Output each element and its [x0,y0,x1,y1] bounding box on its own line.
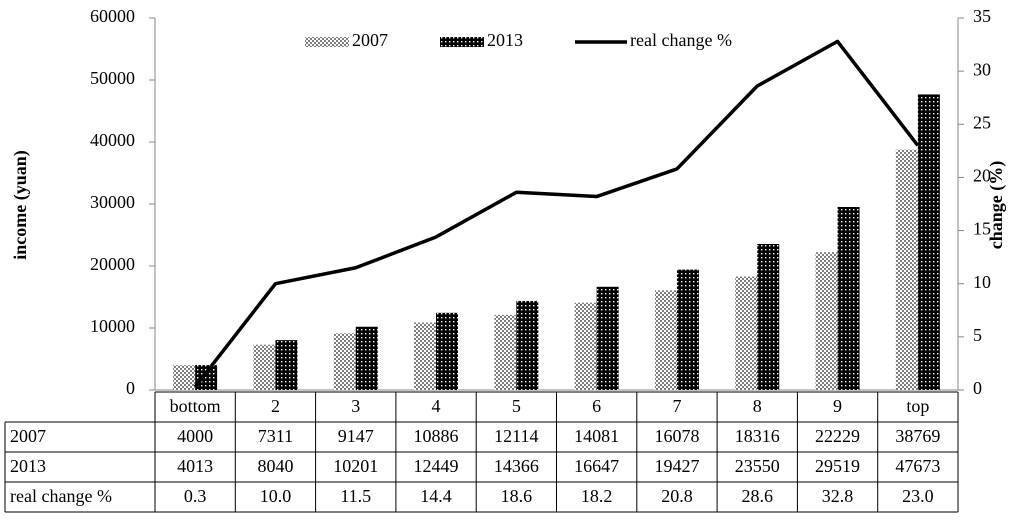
y-tick-label: 60000 [90,6,135,26]
table-cell: 4013 [177,456,213,476]
bar [355,326,378,390]
y-tick-label: 0 [126,378,135,398]
table-cell: 23.0 [902,486,934,506]
bar [516,300,539,390]
legend-label: 2013 [487,30,523,50]
y-tick-label: 50000 [90,68,135,88]
y-tick-label: 20000 [90,254,135,274]
table-cell: 14081 [574,426,619,446]
table-cell: 19427 [654,456,699,476]
table-cell: 10201 [333,456,378,476]
table-cell: 18.2 [581,486,613,506]
bar [757,243,780,390]
bar [275,340,298,390]
line [193,39,920,388]
bar [253,344,276,390]
table-cell: 38769 [895,426,940,446]
y-axis-title: income (yuan) [10,150,31,260]
table-cell: 14366 [494,456,539,476]
x-tick-label: 7 [672,396,681,416]
legend-swatch [440,37,484,47]
bar [735,276,758,390]
legend-label: 2007 [352,30,388,50]
table-cell: 22229 [815,426,860,446]
bar [837,206,860,390]
y2-tick-label: 25 [973,112,991,132]
bar [173,365,196,390]
table-cell: 0.3 [184,486,207,506]
table-cell: 14.4 [420,486,452,506]
x-tick-label: 9 [833,396,842,416]
y2-tick-label: 35 [973,6,991,26]
x-tick-label: bottom [170,396,221,416]
bar [815,252,838,390]
x-tick-label: 5 [512,396,521,416]
y2-axis-title: change (%) [986,161,1007,250]
y-tick-label: 10000 [90,316,135,336]
table-cell: 4000 [177,426,213,446]
bar [596,286,619,390]
y2-tick-label: 20 [973,166,991,186]
table-cell: 28.6 [742,486,774,506]
table-cell: 16647 [574,456,619,476]
bar [676,269,699,390]
legend-swatch [305,37,349,47]
table-cell: 12114 [494,426,538,446]
bar [436,312,459,390]
y2-tick-label: 15 [973,219,991,239]
x-tick-label: 8 [753,396,762,416]
x-tick-label: 6 [592,396,601,416]
table-cell: 29519 [815,456,860,476]
table-cell: 7311 [258,426,293,446]
y2-tick-label: 0 [973,378,982,398]
table-cell: 47673 [895,456,940,476]
table-cell: 10886 [414,426,459,446]
table-row-label: 2013 [10,456,46,476]
bar [195,365,218,390]
y2-tick-label: 5 [973,325,982,345]
y2-tick-label: 10 [973,272,991,292]
table-cell: 18316 [735,426,780,446]
table-cell: 18.6 [501,486,533,506]
bar [917,94,940,390]
bar [895,149,918,390]
bar [333,333,356,390]
table-cell: 8040 [257,456,293,476]
y-tick-label: 30000 [90,192,135,212]
bar [574,302,597,390]
table-cell: 32.8 [822,486,854,506]
table-cell: 10.0 [260,486,292,506]
bar [414,322,437,390]
table-cell: 11.5 [340,486,371,506]
x-tick-label: 2 [271,396,280,416]
table-cell: 12449 [414,456,459,476]
x-tick-label: top [906,396,929,416]
y-tick-label: 40000 [90,130,135,150]
x-tick-label: 3 [351,396,360,416]
table-cell: 20.8 [661,486,693,506]
legend-label: real change % [630,30,732,50]
table-cell: 16078 [654,426,699,446]
bar [654,290,677,390]
y2-tick-label: 30 [973,59,991,79]
x-tick-label: 4 [432,396,441,416]
table-cell: 9147 [338,426,374,446]
bar [494,314,517,390]
table-row-label: real change % [10,486,112,506]
table-cell: 23550 [735,456,780,476]
table-row-label: 2007 [10,426,46,446]
